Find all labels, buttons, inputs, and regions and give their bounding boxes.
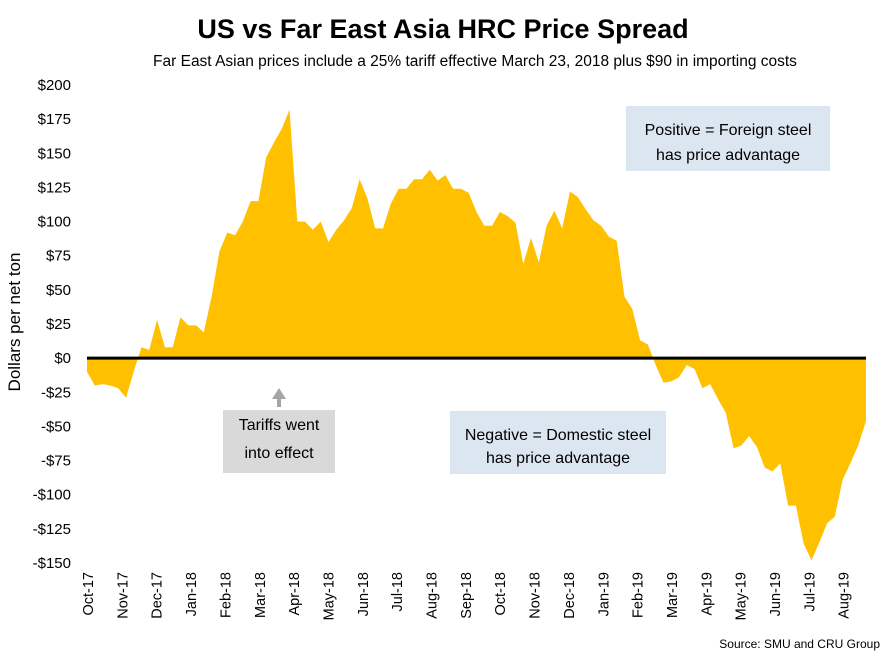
x-tick-label: Feb-19 (631, 572, 647, 618)
x-tick-label: Sep-18 (459, 572, 475, 619)
x-tick-label: Jan-19 (596, 572, 612, 616)
y-tick-label: $50 (46, 282, 71, 299)
y-tick-label: $150 (38, 145, 71, 162)
chart-subtitle: Far East Asian prices include a 25% tari… (153, 53, 797, 70)
x-tick-label: Dec-18 (562, 572, 578, 619)
annotation-text: Negative = Domestic steel (465, 427, 651, 444)
y-tick-label: $125 (38, 179, 71, 196)
annotation-box (223, 410, 335, 473)
y-axis-label: Dollars per net ton (5, 253, 24, 392)
chart-title: US vs Far East Asia HRC Price Spread (197, 14, 688, 44)
annotation-box (450, 411, 666, 474)
x-tick-label: May-19 (734, 572, 750, 620)
y-tick-label: $175 (38, 111, 71, 128)
x-tick-label: May-18 (322, 572, 338, 620)
x-tick-label: Jul-19 (802, 572, 818, 612)
y-tick-label: $100 (38, 214, 71, 231)
x-tick-label: Jun-19 (768, 572, 784, 616)
x-tick-label: Jul-18 (390, 572, 406, 612)
x-tick-label: Jan-18 (184, 572, 200, 616)
y-tick-label: -$125 (33, 521, 71, 538)
x-tick-label: Nov-18 (528, 572, 544, 619)
x-tick-label: Aug-19 (837, 572, 853, 619)
x-tick-label: Nov-17 (115, 572, 131, 619)
tariff-arrow-head (272, 388, 286, 399)
y-tick-label: -$75 (41, 453, 71, 470)
x-tick-label: Mar-18 (253, 572, 269, 618)
plot-area: $200 $175 $150 $125 $100 $75 $50 $25 $0 -$25 -$50 -… (33, 77, 866, 620)
annotation-text: into effect (244, 445, 314, 462)
x-tick-label: Dec-17 (150, 572, 166, 619)
x-tick-label: Oct-17 (81, 572, 97, 616)
y-tick-label: -$50 (41, 418, 71, 435)
annotation-text: Positive = Foreign steel (645, 122, 812, 139)
spread-area (87, 109, 866, 561)
source-note: Source: SMU and CRU Group (719, 637, 880, 651)
x-tick-label: Jun-18 (356, 572, 372, 616)
y-tick-label: -$100 (33, 487, 71, 504)
y-tick-label: -$25 (41, 384, 71, 401)
y-tick-label: -$150 (33, 555, 71, 572)
annotation-text: has price advantage (656, 147, 800, 164)
y-tick-label: $75 (46, 248, 71, 265)
y-tick-label: $0 (54, 350, 71, 367)
x-tick-label: Apr-18 (287, 572, 303, 616)
y-tick-label: $25 (46, 316, 71, 333)
x-tick-label: Apr-19 (699, 572, 715, 616)
x-tick-label: Mar-19 (665, 572, 681, 618)
annotation-text: Tariffs went (239, 417, 320, 434)
x-tick-label: Oct-18 (493, 572, 509, 616)
annotation-text: has price advantage (486, 450, 630, 467)
y-tick-label: $200 (38, 77, 71, 94)
x-tick-label: Aug-18 (425, 572, 441, 619)
x-tick-label: Feb-18 (218, 572, 234, 618)
annotation-box (626, 106, 830, 171)
